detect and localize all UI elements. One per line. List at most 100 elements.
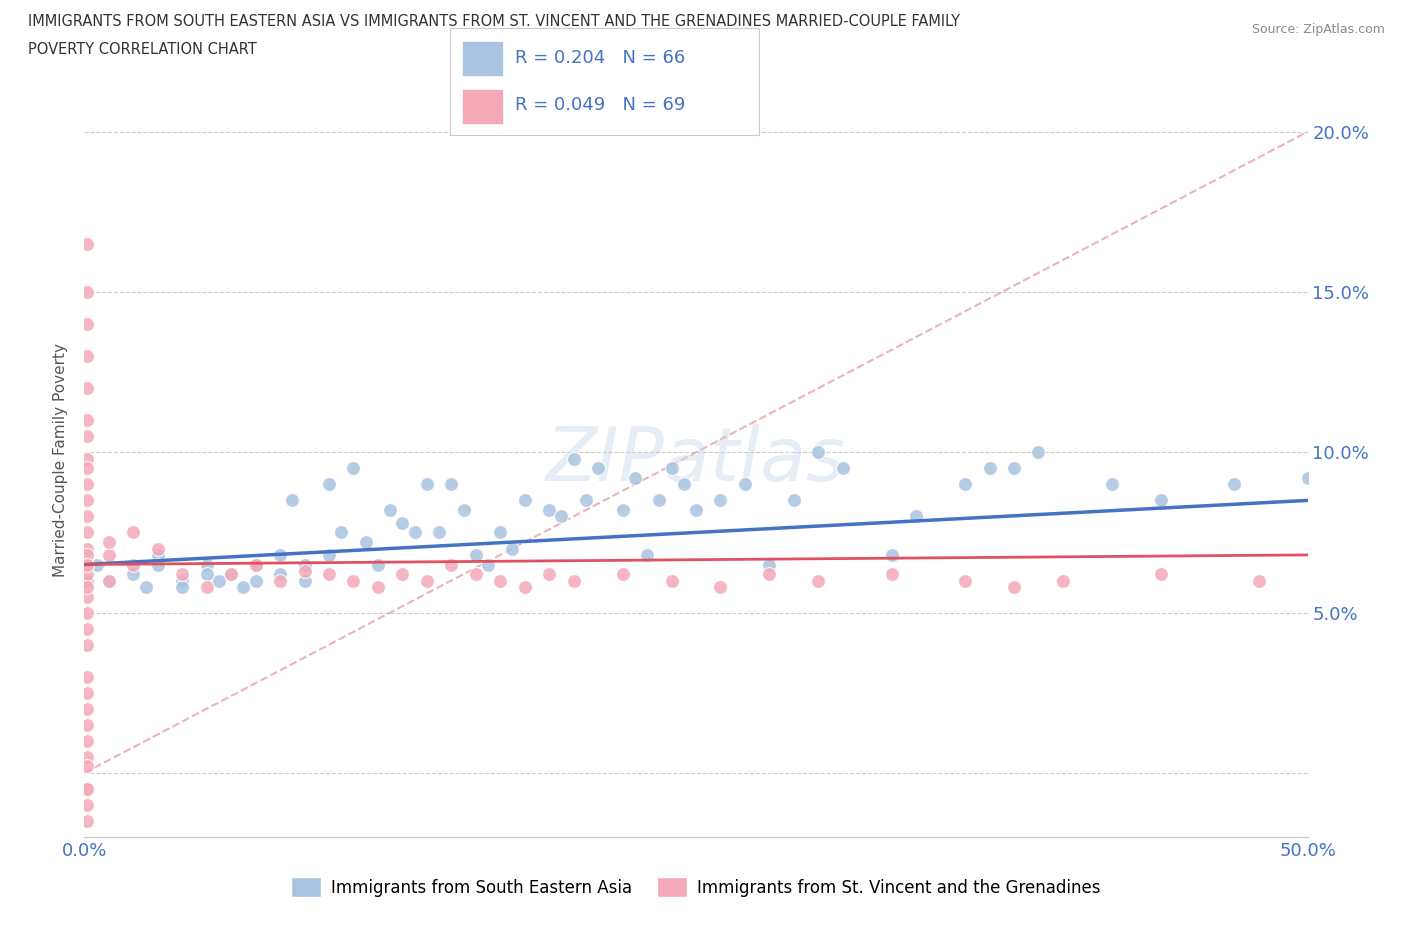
- Point: [195, 579, 218, 594]
- Point: [76, 798, 98, 813]
- Point: [783, 493, 806, 508]
- Point: [367, 579, 389, 594]
- Point: [76, 759, 98, 774]
- Point: [1223, 477, 1246, 492]
- Point: [76, 557, 98, 572]
- Point: [427, 525, 450, 540]
- Point: [330, 525, 353, 540]
- Point: [122, 566, 145, 581]
- Point: [76, 621, 98, 636]
- Point: [1150, 566, 1173, 581]
- Point: [538, 566, 561, 581]
- Point: [953, 573, 976, 588]
- Point: [76, 493, 98, 508]
- Point: [513, 493, 536, 508]
- Point: [550, 509, 572, 524]
- Point: [502, 541, 524, 556]
- Point: [97, 573, 120, 588]
- Y-axis label: Married-Couple Family Poverty: Married-Couple Family Poverty: [53, 343, 69, 578]
- Point: [97, 573, 120, 588]
- Point: [269, 566, 291, 581]
- Point: [758, 566, 780, 581]
- Point: [562, 573, 585, 588]
- Point: [831, 461, 853, 476]
- Point: [1028, 445, 1050, 459]
- Point: [416, 477, 439, 492]
- Point: [76, 734, 98, 749]
- Point: [318, 566, 340, 581]
- Point: [219, 566, 242, 581]
- Point: [1052, 573, 1074, 588]
- Point: [513, 579, 536, 594]
- Point: [146, 557, 169, 572]
- Point: [489, 573, 512, 588]
- Point: [269, 573, 291, 588]
- Point: [245, 573, 267, 588]
- Legend: Immigrants from South Eastern Asia, Immigrants from St. Vincent and the Grenadin: Immigrants from South Eastern Asia, Immi…: [284, 870, 1108, 904]
- Point: [172, 566, 194, 581]
- Point: [76, 670, 98, 684]
- Point: [1002, 461, 1025, 476]
- Point: [440, 557, 463, 572]
- Point: [146, 548, 169, 563]
- Point: [758, 557, 780, 572]
- Point: [294, 557, 316, 572]
- Point: [76, 717, 98, 732]
- Point: [953, 477, 976, 492]
- Point: [76, 781, 98, 796]
- Point: [86, 557, 108, 572]
- Point: [219, 566, 242, 581]
- Point: [76, 451, 98, 466]
- Text: POVERTY CORRELATION CHART: POVERTY CORRELATION CHART: [28, 42, 257, 57]
- Point: [367, 557, 389, 572]
- Point: [612, 566, 634, 581]
- Point: [1101, 477, 1123, 492]
- Point: [734, 477, 756, 492]
- Point: [76, 349, 98, 364]
- Point: [453, 502, 475, 517]
- Point: [477, 557, 499, 572]
- Point: [404, 525, 426, 540]
- Point: [709, 493, 731, 508]
- Point: [380, 502, 402, 517]
- Point: [294, 564, 316, 578]
- Text: Source: ZipAtlas.com: Source: ZipAtlas.com: [1251, 23, 1385, 36]
- Point: [685, 502, 707, 517]
- Point: [661, 573, 683, 588]
- Point: [562, 451, 585, 466]
- Point: [880, 548, 903, 563]
- Point: [97, 548, 120, 563]
- Point: [76, 566, 98, 581]
- Point: [636, 548, 658, 563]
- Point: [76, 573, 98, 588]
- Point: [76, 285, 98, 299]
- Point: [661, 461, 683, 476]
- Point: [464, 566, 486, 581]
- Point: [76, 685, 98, 700]
- Point: [1150, 493, 1173, 508]
- Point: [342, 461, 364, 476]
- Point: [76, 541, 98, 556]
- Point: [76, 525, 98, 540]
- Point: [76, 579, 98, 594]
- Point: [76, 557, 98, 572]
- Point: [208, 573, 231, 588]
- Point: [709, 579, 731, 594]
- Point: [245, 557, 267, 572]
- Point: [269, 548, 291, 563]
- Point: [195, 566, 218, 581]
- Point: [342, 573, 364, 588]
- Point: [672, 477, 695, 492]
- Point: [76, 589, 98, 604]
- Text: R = 0.204   N = 66: R = 0.204 N = 66: [515, 49, 685, 67]
- Text: ZIPatlas: ZIPatlas: [546, 424, 846, 497]
- Point: [122, 525, 145, 540]
- Bar: [463, 89, 502, 125]
- Point: [76, 605, 98, 620]
- Point: [1247, 573, 1270, 588]
- Point: [122, 557, 145, 572]
- Bar: [463, 41, 502, 76]
- Point: [76, 461, 98, 476]
- Point: [807, 573, 830, 588]
- Point: [232, 579, 254, 594]
